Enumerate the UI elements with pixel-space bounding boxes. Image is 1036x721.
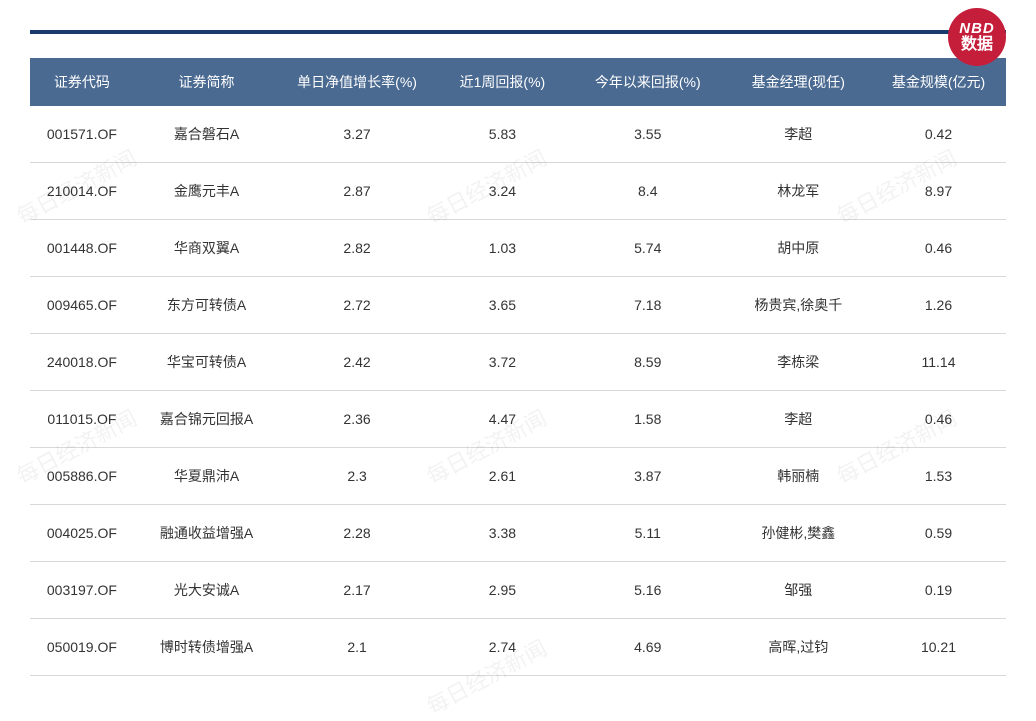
cell-code: 004025.OF	[30, 505, 134, 562]
cell-ytd: 4.69	[570, 619, 726, 676]
cell-scale: 0.46	[871, 391, 1006, 448]
table-row: 005886.OF华夏鼎沛A2.32.613.87韩丽楠1.53	[30, 448, 1006, 505]
cell-ytd: 8.59	[570, 334, 726, 391]
nbd-logo-badge: NBD 数据	[948, 8, 1006, 66]
cell-ytd: 3.87	[570, 448, 726, 505]
table-row: 009465.OF东方可转债A2.723.657.18杨贵宾,徐奥千1.26	[30, 277, 1006, 334]
cell-code: 011015.OF	[30, 391, 134, 448]
table-row: 240018.OF华宝可转债A2.423.728.59李栋梁11.14	[30, 334, 1006, 391]
cell-name: 博时转债增强A	[134, 619, 279, 676]
cell-week: 2.61	[435, 448, 570, 505]
cell-scale: 10.21	[871, 619, 1006, 676]
table-row: 004025.OF融通收益增强A2.283.385.11孙健彬,樊鑫0.59	[30, 505, 1006, 562]
cell-name: 嘉合锦元回报A	[134, 391, 279, 448]
cell-mgr: 杨贵宾,徐奥千	[726, 277, 871, 334]
cell-daily: 3.27	[279, 106, 435, 163]
header-cell: 证券代码	[30, 58, 134, 106]
cell-daily: 2.72	[279, 277, 435, 334]
cell-week: 3.72	[435, 334, 570, 391]
cell-week: 5.83	[435, 106, 570, 163]
cell-daily: 2.82	[279, 220, 435, 277]
cell-scale: 0.59	[871, 505, 1006, 562]
cell-week: 2.74	[435, 619, 570, 676]
cell-scale: 1.26	[871, 277, 1006, 334]
cell-daily: 2.17	[279, 562, 435, 619]
header-cell: 基金经理(现任)	[726, 58, 871, 106]
table-card: NBD 数据 证券代码证券简称单日净值增长率(%)近1周回报(%)今年以来回报(…	[0, 0, 1036, 696]
cell-name: 嘉合磐石A	[134, 106, 279, 163]
cell-week: 3.65	[435, 277, 570, 334]
table-row: 003197.OF光大安诚A2.172.955.16邹强0.19	[30, 562, 1006, 619]
cell-name: 金鹰元丰A	[134, 163, 279, 220]
cell-scale: 0.46	[871, 220, 1006, 277]
cell-code: 001571.OF	[30, 106, 134, 163]
cell-code: 210014.OF	[30, 163, 134, 220]
logo-text-top: NBD	[959, 21, 995, 36]
cell-code: 240018.OF	[30, 334, 134, 391]
cell-daily: 2.28	[279, 505, 435, 562]
cell-mgr: 李超	[726, 391, 871, 448]
cell-name: 东方可转债A	[134, 277, 279, 334]
cell-scale: 0.42	[871, 106, 1006, 163]
cell-scale: 1.53	[871, 448, 1006, 505]
table-body: 001571.OF嘉合磐石A3.275.833.55李超0.42210014.O…	[30, 106, 1006, 676]
cell-code: 005886.OF	[30, 448, 134, 505]
cell-week: 1.03	[435, 220, 570, 277]
cell-ytd: 5.16	[570, 562, 726, 619]
cell-ytd: 3.55	[570, 106, 726, 163]
cell-week: 4.47	[435, 391, 570, 448]
cell-ytd: 8.4	[570, 163, 726, 220]
cell-daily: 2.87	[279, 163, 435, 220]
cell-ytd: 5.74	[570, 220, 726, 277]
cell-scale: 0.19	[871, 562, 1006, 619]
cell-name: 融通收益增强A	[134, 505, 279, 562]
header-cell: 基金规模(亿元)	[871, 58, 1006, 106]
cell-scale: 8.97	[871, 163, 1006, 220]
table-header: 证券代码证券简称单日净值增长率(%)近1周回报(%)今年以来回报(%)基金经理(…	[30, 58, 1006, 106]
cell-daily: 2.1	[279, 619, 435, 676]
cell-name: 华夏鼎沛A	[134, 448, 279, 505]
cell-ytd: 7.18	[570, 277, 726, 334]
cell-daily: 2.36	[279, 391, 435, 448]
cell-daily: 2.42	[279, 334, 435, 391]
fund-table: 证券代码证券简称单日净值增长率(%)近1周回报(%)今年以来回报(%)基金经理(…	[30, 58, 1006, 676]
logo-text-bottom: 数据	[961, 36, 993, 54]
cell-week: 2.95	[435, 562, 570, 619]
top-accent-bar	[30, 30, 1006, 34]
table-row: 210014.OF金鹰元丰A2.873.248.4林龙军8.97	[30, 163, 1006, 220]
cell-name: 光大安诚A	[134, 562, 279, 619]
cell-name: 华宝可转债A	[134, 334, 279, 391]
cell-mgr: 韩丽楠	[726, 448, 871, 505]
cell-ytd: 1.58	[570, 391, 726, 448]
cell-code: 050019.OF	[30, 619, 134, 676]
table-row: 001448.OF华商双翼A2.821.035.74胡中原0.46	[30, 220, 1006, 277]
header-cell: 今年以来回报(%)	[570, 58, 726, 106]
cell-week: 3.24	[435, 163, 570, 220]
cell-code: 003197.OF	[30, 562, 134, 619]
cell-ytd: 5.11	[570, 505, 726, 562]
table-row: 050019.OF博时转债增强A2.12.744.69高晖,过钧10.21	[30, 619, 1006, 676]
table-row: 011015.OF嘉合锦元回报A2.364.471.58李超0.46	[30, 391, 1006, 448]
header-cell: 证券简称	[134, 58, 279, 106]
header-cell: 单日净值增长率(%)	[279, 58, 435, 106]
table-row: 001571.OF嘉合磐石A3.275.833.55李超0.42	[30, 106, 1006, 163]
cell-mgr: 胡中原	[726, 220, 871, 277]
cell-code: 001448.OF	[30, 220, 134, 277]
cell-scale: 11.14	[871, 334, 1006, 391]
header-cell: 近1周回报(%)	[435, 58, 570, 106]
cell-mgr: 高晖,过钧	[726, 619, 871, 676]
cell-code: 009465.OF	[30, 277, 134, 334]
cell-mgr: 邹强	[726, 562, 871, 619]
cell-mgr: 李超	[726, 106, 871, 163]
header-row: 证券代码证券简称单日净值增长率(%)近1周回报(%)今年以来回报(%)基金经理(…	[30, 58, 1006, 106]
cell-mgr: 孙健彬,樊鑫	[726, 505, 871, 562]
cell-name: 华商双翼A	[134, 220, 279, 277]
cell-daily: 2.3	[279, 448, 435, 505]
cell-mgr: 林龙军	[726, 163, 871, 220]
cell-mgr: 李栋梁	[726, 334, 871, 391]
cell-week: 3.38	[435, 505, 570, 562]
